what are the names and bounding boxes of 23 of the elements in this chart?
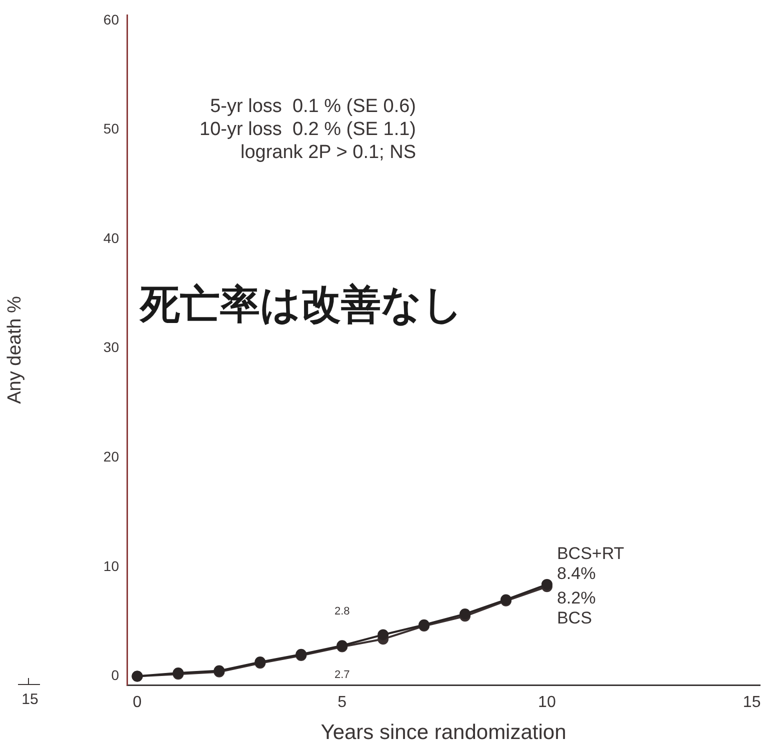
series-label: BCS+RT — [556, 544, 624, 564]
x-tick-label: 15 — [742, 694, 761, 712]
data-label: 8.4% — [556, 564, 596, 584]
y-tick-label: 10 — [103, 558, 120, 574]
data-label: 2.8 — [334, 606, 350, 618]
series-label: BCS — [556, 608, 592, 628]
x-axis-title: Years since randomization — [320, 721, 566, 744]
y-tick-label: 40 — [103, 230, 120, 246]
y-tick-label: 60 — [103, 11, 120, 28]
x-tick-label: 10 — [538, 694, 556, 712]
data-label: 8.2% — [556, 588, 596, 608]
y-tick-label: 20 — [103, 448, 120, 465]
y-tick-label: 50 — [103, 120, 120, 137]
x-tick-label: 0 — [132, 694, 142, 712]
annotation: logrank 2P > 0.1; NS — [240, 142, 416, 163]
x-tick-label: 5 — [338, 694, 347, 712]
y-tick-label: 30 — [103, 339, 120, 356]
y-tick-label: 0 — [111, 667, 120, 684]
y-axis-title: Any death % — [4, 296, 26, 404]
annotation: 5-yr loss 0.1 % (SE 0.6) — [210, 96, 416, 117]
annotation: 死亡率は改善なし — [139, 282, 463, 328]
annotation: 10-yr loss 0.2 % (SE 1.1) — [200, 119, 416, 140]
data-label: 2.7 — [334, 668, 350, 681]
